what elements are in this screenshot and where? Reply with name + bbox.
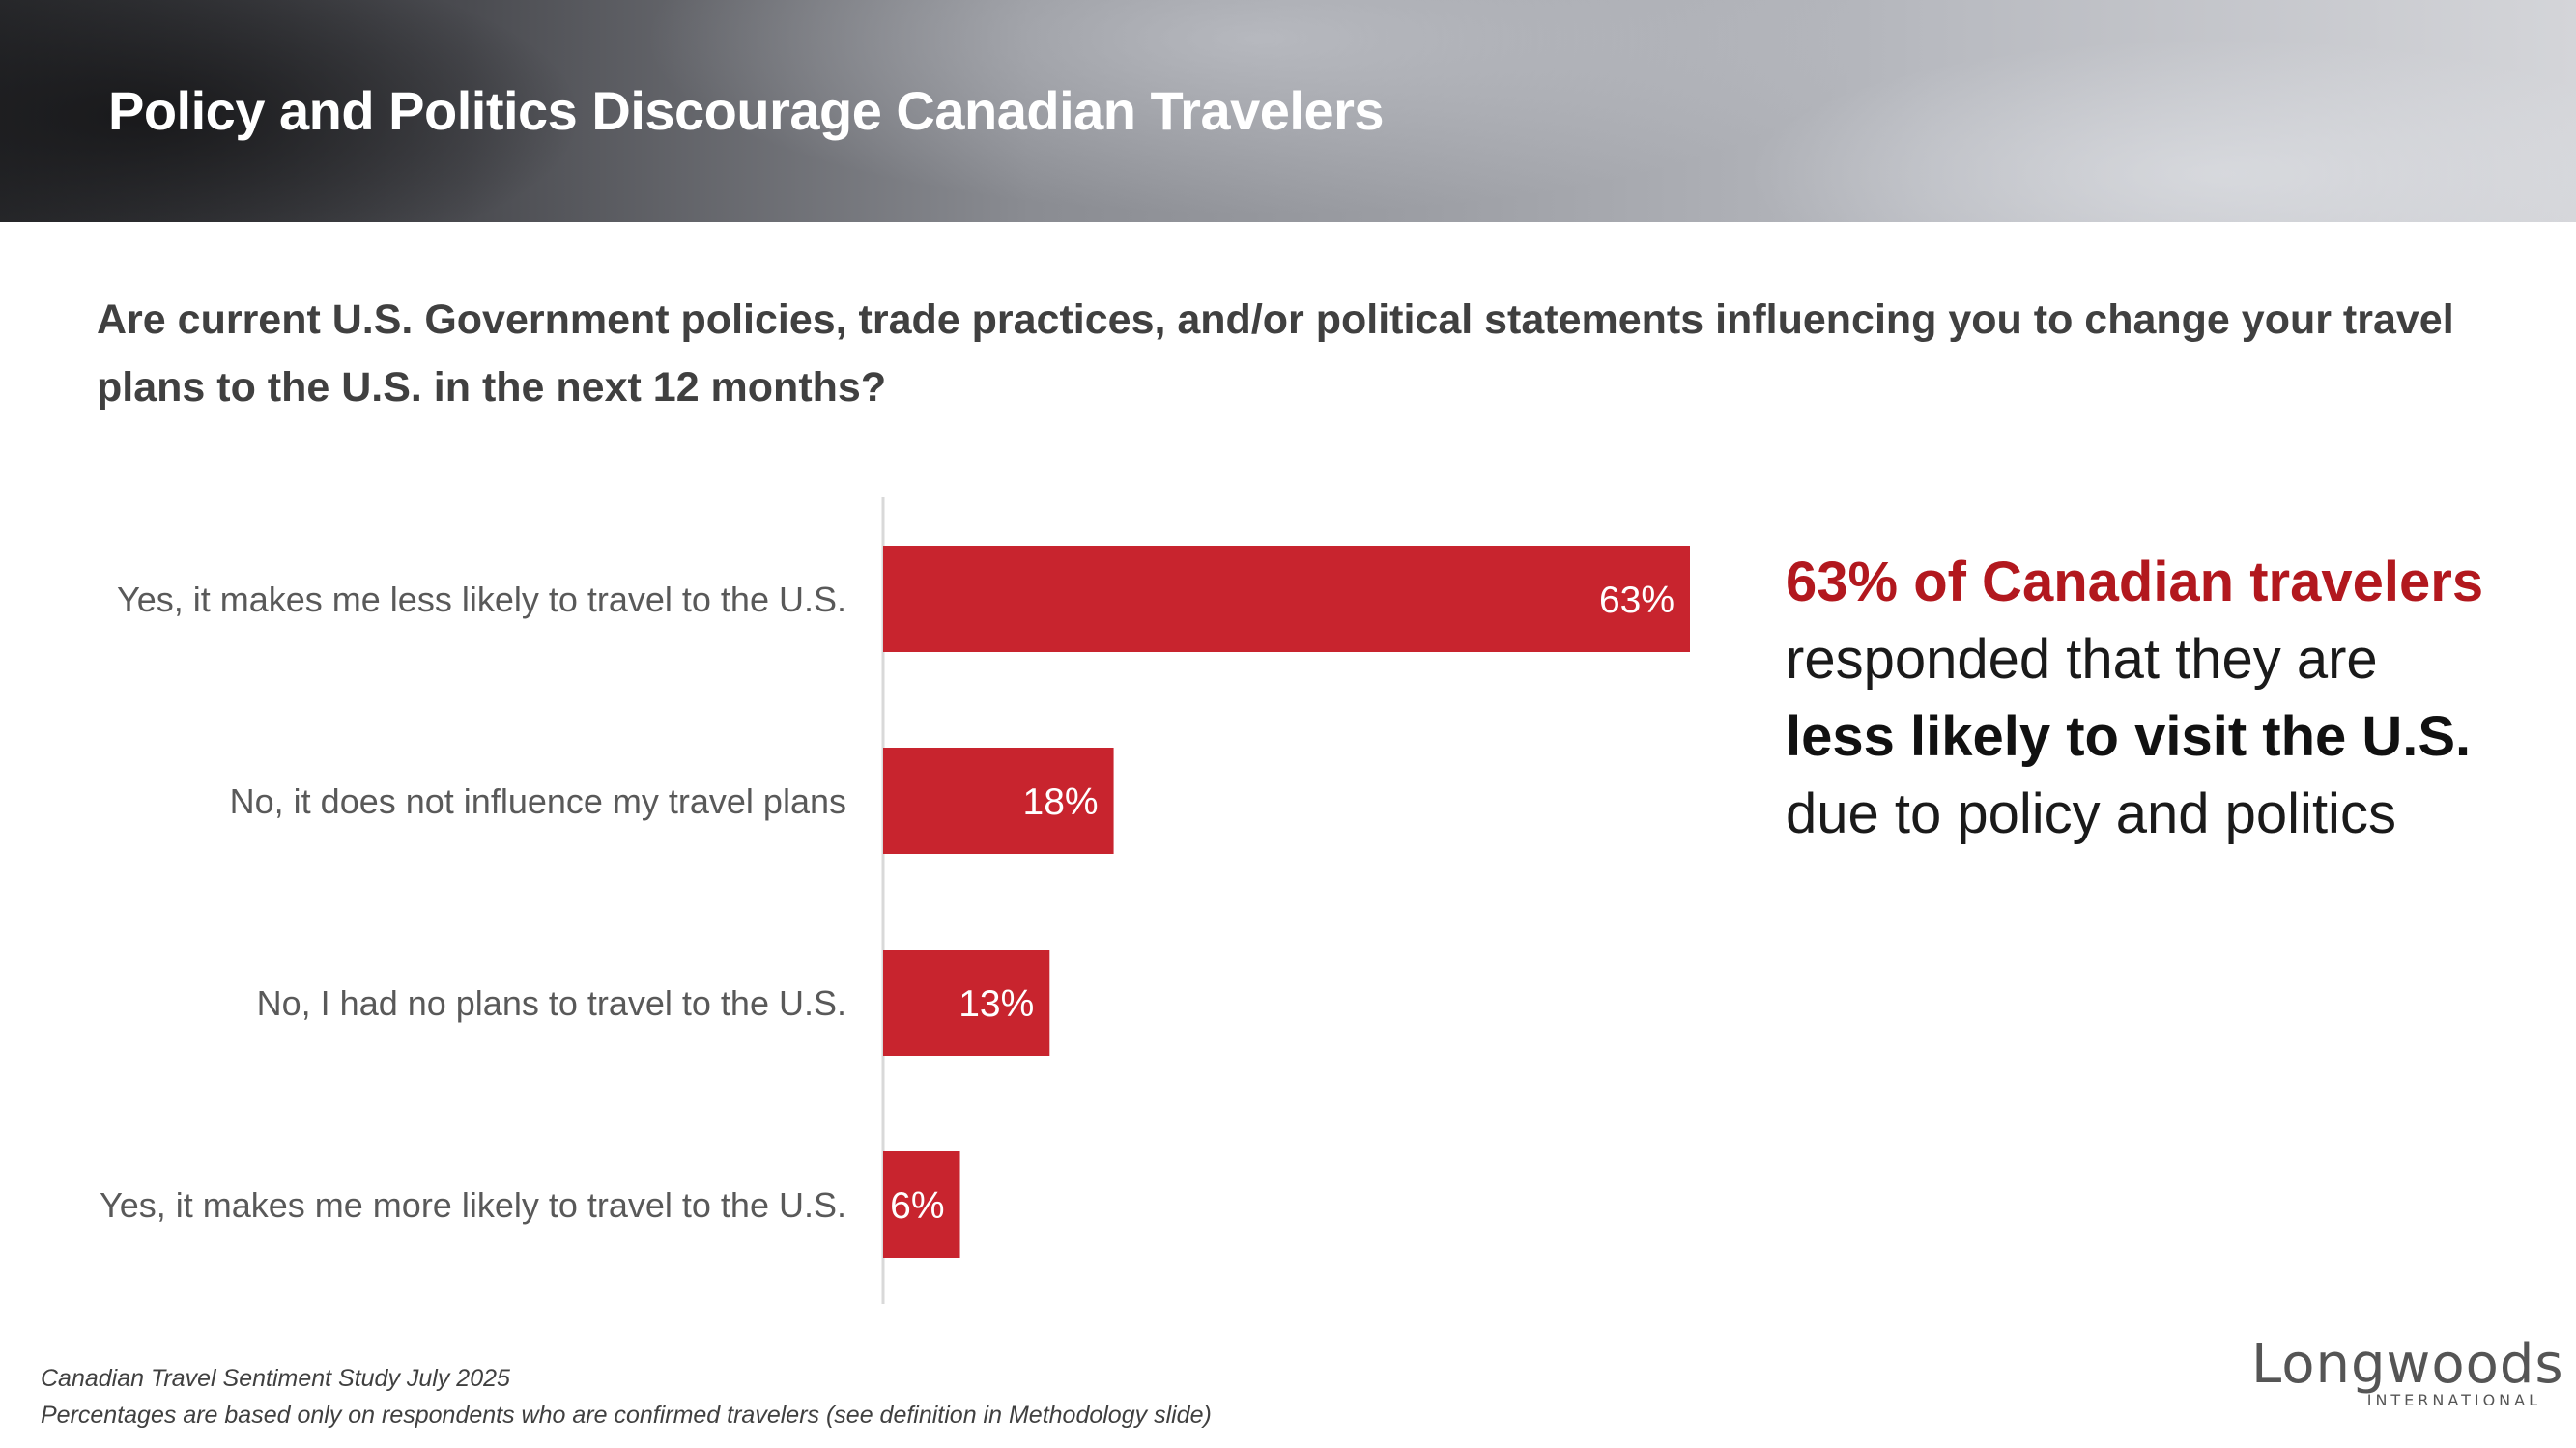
bar [883, 748, 1114, 854]
category-label: Yes, it makes me less likely to travel t… [117, 580, 846, 619]
footnote-definition: Percentages are based only on respondent… [41, 1402, 1212, 1429]
category-label: Yes, it makes me more likely to travel t… [100, 1185, 846, 1225]
category-label: No, I had no plans to travel to the U.S. [257, 983, 846, 1023]
logo-subtitle: INTERNATIONAL [2366, 1391, 2541, 1409]
bar-value-label: 63% [1599, 580, 1674, 621]
longwoods-logo: Longwoods INTERNATIONAL [2251, 1333, 2563, 1418]
bar [883, 546, 1690, 652]
header-banner: Policy and Politics Discourage Canadian … [0, 0, 2576, 222]
callout-line-2: responded that they are [1786, 628, 2378, 691]
bar-value-label: 13% [959, 983, 1034, 1025]
key-insight-callout: 63% of Canadian travelers responded that… [1786, 544, 2520, 853]
callout-bold: less likely to visit the U.S. [1786, 705, 2472, 768]
survey-question: Are current U.S. Government policies, tr… [97, 297, 2454, 411]
bar [883, 950, 1050, 1056]
bar [883, 1151, 960, 1258]
footnotes: Canadian Travel Sentiment Study July 202… [41, 1360, 1212, 1434]
page-title: Policy and Politics Discourage Canadian … [108, 80, 1385, 141]
bar-value-label: 18% [1023, 781, 1099, 823]
footnote-source: Canadian Travel Sentiment Study July 202… [41, 1365, 510, 1392]
category-label: No, it does not influence my travel plan… [230, 781, 846, 821]
logo-wordmark: Longwoods [2251, 1333, 2564, 1396]
callout-highlight: 63% of Canadian travelers [1786, 551, 2484, 613]
bar-value-label: 6% [890, 1185, 944, 1227]
callout-line-4: due to policy and politics [1786, 782, 2396, 845]
